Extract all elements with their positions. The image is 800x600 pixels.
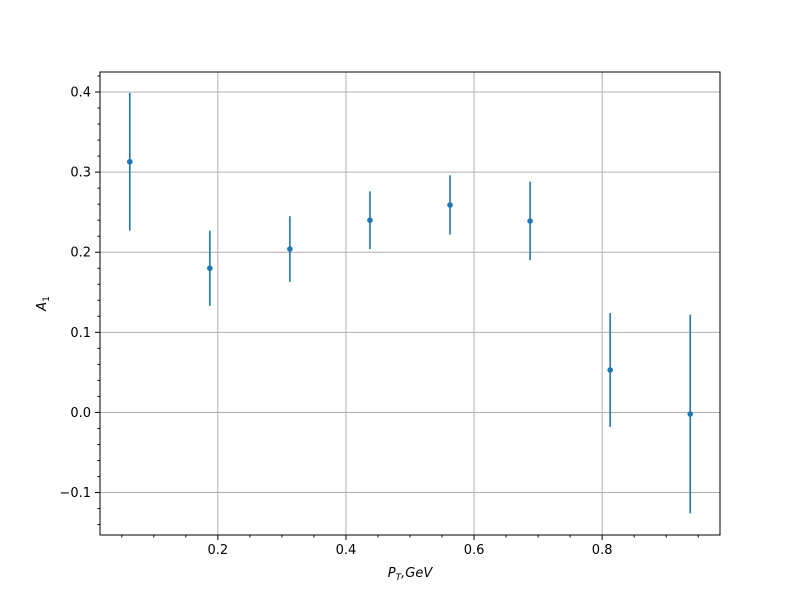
y-tick-label: 0.2 <box>70 246 91 261</box>
minor-ticks <box>97 75 699 538</box>
y-axis-label: A1 <box>35 296 52 312</box>
data-point <box>207 265 213 272</box>
data-point <box>687 411 694 417</box>
x-tick-label: 0.2 <box>208 543 229 558</box>
x-axis: 0.2 0.4 0.6 0.8 <box>208 535 613 558</box>
plot-frame <box>99 71 721 536</box>
y-tick-label: −0.1 <box>59 486 91 501</box>
data-point <box>287 246 293 252</box>
x-axis-label: PT,GeV <box>388 566 434 583</box>
series-points <box>126 92 694 514</box>
y-tick-label: 0.4 <box>70 86 91 101</box>
y-tick-label: 0.3 <box>70 166 91 181</box>
data-point <box>126 158 133 165</box>
x-tick-label: 0.6 <box>464 543 485 558</box>
y-axis-label-text: A1 <box>35 296 52 312</box>
grid <box>100 72 720 535</box>
data-point <box>447 202 453 208</box>
y-axis: −0.1 0.0 0.1 0.2 0.3 0.4 <box>59 86 100 501</box>
data-point <box>607 367 613 373</box>
y-tick-label: 0.1 <box>70 326 91 341</box>
x-tick-label: 0.4 <box>336 543 357 558</box>
data-point <box>527 218 533 224</box>
data-point <box>367 217 373 223</box>
y-tick-label: 0.0 <box>70 406 91 421</box>
x-tick-label: 0.8 <box>592 543 613 558</box>
x-axis-label-text: PT,GeV <box>388 566 434 583</box>
